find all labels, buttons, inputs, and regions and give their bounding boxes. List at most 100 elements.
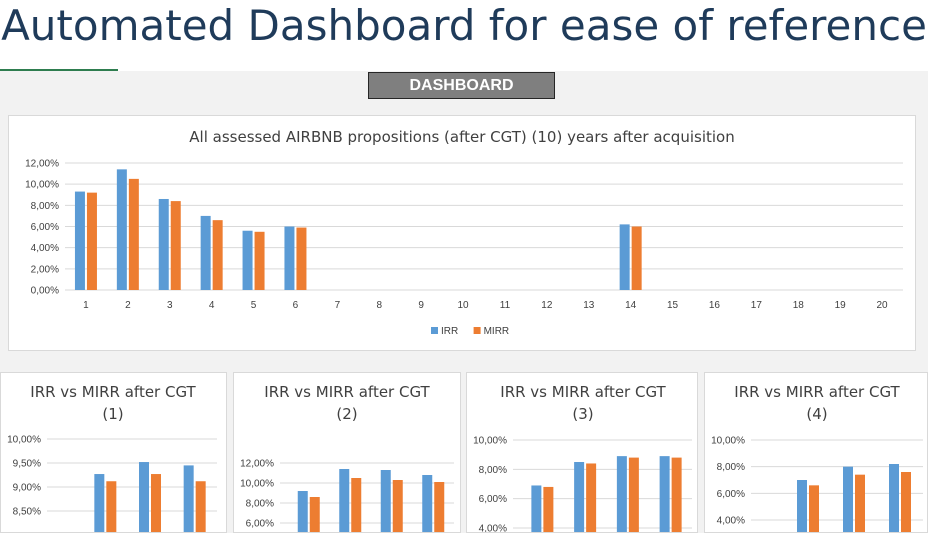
x-tick-label: 16: [709, 300, 721, 311]
page-title: Automated Dashboard for ease of referenc…: [1, 1, 927, 50]
bar-irr: [116, 169, 127, 290]
x-tick-label: 17: [751, 300, 763, 311]
bar-irr: [619, 224, 630, 290]
chart-panel-1: IRR vs MIRR after CGT (1) 8,50% 9,00% 9,50% 1…: [0, 372, 227, 533]
legend-swatch-irr: [431, 327, 438, 334]
bar-mirr: [434, 482, 445, 532]
bar-mirr: [631, 226, 642, 290]
irr-mirr-chart-1: IRR vs MIRR after CGT (1) 8,50% 9,00% 9,50% 1…: [7, 383, 217, 532]
main-chart: All assessed AIRBNB propositions (after …: [25, 128, 903, 337]
x-tick-label: 14: [625, 300, 637, 311]
x-tick-label: 11: [500, 300, 511, 311]
bar-mirr: [151, 474, 161, 532]
bar-irr: [74, 191, 85, 290]
y-tick-label: 8,00%: [479, 465, 507, 476]
chart-title-line: IRR vs MIRR after CGT: [500, 383, 666, 401]
chart-title-line: IRR vs MIRR after CGT: [30, 383, 196, 401]
y-tick-label: 6,00%: [717, 489, 745, 500]
legend-swatch-mirr: [473, 327, 481, 334]
x-tick-label: 3: [167, 300, 173, 311]
bar-mirr: [86, 192, 97, 290]
bar-mirr: [392, 480, 403, 532]
y-tick-label: 6,00%: [246, 519, 274, 530]
dashboard-button[interactable]: DASHBOARD: [368, 72, 555, 99]
bar-mirr: [106, 481, 117, 532]
y-tick-label: 8,00%: [717, 462, 745, 473]
bar-mirr: [543, 486, 554, 532]
bar-mirr: [901, 472, 911, 532]
y-tick-label: 6,00%: [479, 494, 507, 505]
chart-title-line: (1): [102, 405, 123, 423]
x-tick-label: 1: [83, 300, 89, 311]
y-tick-label: 10,00%: [473, 436, 507, 447]
chart-title-line: (3): [572, 405, 593, 423]
bar-mirr: [628, 457, 639, 532]
chart-title-line: (4): [806, 405, 827, 423]
x-tick-label: 12: [541, 300, 553, 311]
x-tick-label: 18: [793, 300, 805, 311]
x-tick-label: 6: [293, 300, 299, 311]
y-tick-label: 9,00%: [13, 483, 41, 494]
y-tick-label: 4,00%: [479, 524, 507, 533]
bar-irr: [574, 462, 585, 532]
bar-irr: [284, 226, 295, 290]
bar-mirr: [671, 457, 682, 532]
y-tick-label: 8,50%: [13, 507, 41, 518]
chart-title-line: (2): [336, 405, 357, 423]
y-tick-label: 4,00%: [31, 243, 59, 254]
bar-irr: [659, 456, 670, 532]
y-tick-label: 10,00%: [711, 436, 745, 447]
title-underline: [0, 69, 118, 71]
bar-irr: [339, 469, 350, 532]
chart-title-line: IRR vs MIRR after CGT: [264, 383, 430, 401]
x-tick-label: 2: [125, 300, 131, 311]
bar-mirr: [296, 227, 307, 290]
bar-irr: [843, 466, 853, 532]
legend-label-irr: IRR: [441, 326, 458, 337]
bar-irr: [158, 198, 169, 290]
main-chart-panel: All assessed AIRBNB propositions (after …: [8, 115, 916, 351]
x-tick-label: 20: [876, 300, 888, 311]
bar-mirr: [254, 231, 265, 290]
bar-irr: [889, 464, 899, 532]
chart-title: All assessed AIRBNB propositions (after …: [189, 128, 734, 146]
bar-irr: [139, 462, 149, 532]
y-tick-label: 10,00%: [240, 479, 274, 490]
bar-irr: [422, 475, 433, 532]
bar-irr: [297, 491, 308, 532]
bar-irr: [616, 456, 627, 532]
x-tick-label: 19: [835, 300, 847, 311]
y-tick-label: 10,00%: [7, 435, 41, 446]
y-tick-label: 9,50%: [13, 459, 41, 470]
y-tick-label: 10,00%: [25, 180, 59, 191]
x-tick-label: 9: [418, 300, 424, 311]
x-tick-label: 7: [335, 300, 341, 311]
x-tick-label: 4: [209, 300, 215, 311]
y-tick-label: 0,00%: [31, 286, 59, 297]
bar-irr: [380, 470, 391, 532]
bar-irr: [797, 480, 807, 532]
bar-mirr: [170, 201, 181, 290]
y-tick-label: 6,00%: [31, 222, 59, 233]
bar-irr: [183, 465, 194, 532]
x-tick-label: 5: [251, 300, 257, 311]
y-tick-label: 8,00%: [246, 499, 274, 510]
chart-panel-3: IRR vs MIRR after CGT (3) 4,00% 6,00% 8,00% 1…: [466, 372, 698, 533]
bar-irr: [531, 485, 542, 532]
bar-irr: [94, 474, 105, 532]
chart-panel-4: IRR vs MIRR after CGT (4) 4,00% 6,00% 8,00% 1…: [704, 372, 928, 533]
y-tick-label: 8,00%: [31, 201, 59, 212]
bar-mirr: [855, 474, 865, 532]
bar-mirr: [809, 485, 819, 532]
x-tick-label: 8: [376, 300, 382, 311]
bar-mirr: [309, 497, 320, 532]
chart-panel-2: IRR vs MIRR after CGT (2) 6,00% 8,00% 10,00%…: [233, 372, 461, 533]
irr-mirr-chart-3: IRR vs MIRR after CGT (3) 4,00% 6,00% 8,00% 1…: [473, 383, 692, 533]
y-tick-label: 4,00%: [717, 516, 745, 527]
x-tick-label: 13: [583, 300, 595, 311]
legend-label-mirr: MIRR: [484, 326, 510, 337]
bar-mirr: [195, 481, 206, 532]
bar-irr: [200, 215, 211, 290]
irr-mirr-chart-4: IRR vs MIRR after CGT (4) 4,00% 6,00% 8,00% 1…: [711, 383, 923, 532]
x-tick-label: 15: [667, 300, 679, 311]
